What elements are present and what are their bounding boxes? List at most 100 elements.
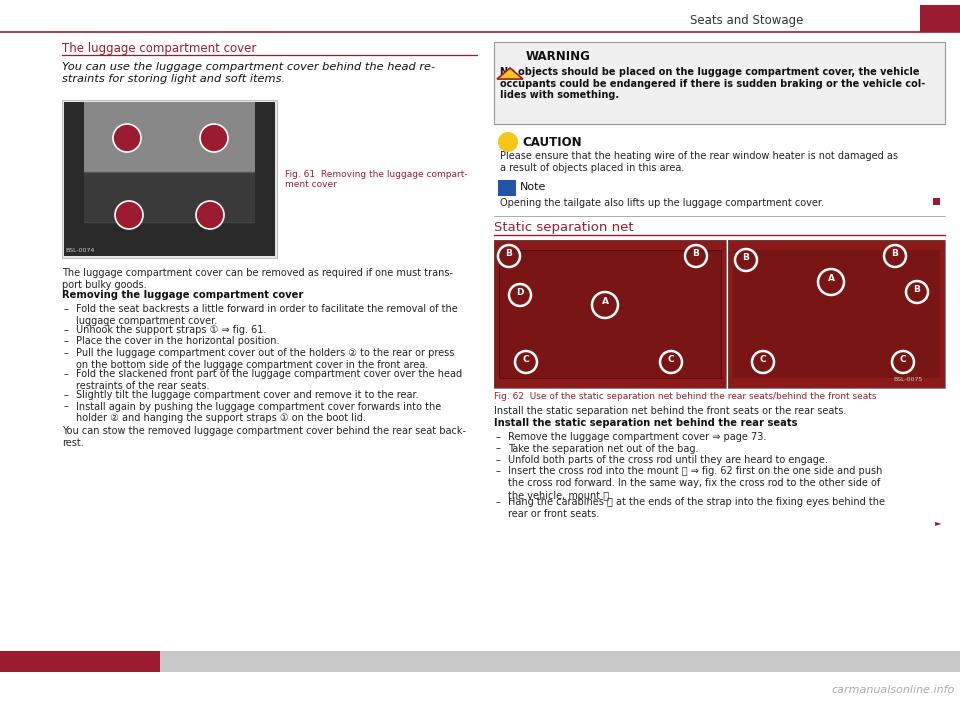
- Bar: [160, 651, 320, 672]
- Bar: [499, 250, 721, 378]
- Text: B: B: [506, 250, 513, 259]
- Bar: [920, 5, 960, 32]
- Text: Removing the luggage compartment cover: Removing the luggage compartment cover: [62, 290, 303, 300]
- Bar: [255, 102, 275, 256]
- Text: Hang the carabines Ⓒ at the ends of the strap into the fixing eyes behind the
re: Hang the carabines Ⓒ at the ends of the …: [508, 497, 885, 519]
- Text: –: –: [64, 401, 69, 411]
- Text: A: A: [828, 274, 834, 283]
- Text: B: B: [914, 285, 921, 295]
- Text: –: –: [496, 497, 501, 507]
- Text: B: B: [892, 250, 899, 259]
- Text: General Maintenance: General Maintenance: [512, 656, 609, 665]
- Text: Using the system: Using the system: [36, 656, 124, 665]
- Text: –: –: [496, 455, 501, 465]
- Circle shape: [200, 124, 228, 152]
- Text: Unhook the support straps ① ⇒ fig. 61.: Unhook the support straps ① ⇒ fig. 61.: [76, 325, 266, 335]
- Text: No objects should be placed on the luggage compartment cover, the vehicle
occupa: No objects should be placed on the lugga…: [500, 67, 925, 101]
- Bar: [64, 102, 275, 172]
- Bar: [64, 102, 275, 256]
- Text: A: A: [602, 297, 609, 307]
- Text: CAUTION: CAUTION: [522, 136, 582, 149]
- Text: –: –: [64, 337, 69, 347]
- Text: Fold the slackened front part of the luggage compartment cover over the head
res: Fold the slackened front part of the lug…: [76, 369, 462, 391]
- Text: –: –: [64, 390, 69, 400]
- Bar: [640, 651, 800, 672]
- Text: Fold the seat backrests a little forward in order to facilitate the removal of t: Fold the seat backrests a little forward…: [76, 304, 458, 325]
- Circle shape: [498, 132, 518, 152]
- Circle shape: [196, 201, 224, 229]
- Text: 2: 2: [125, 209, 133, 222]
- Bar: [62, 100, 277, 258]
- Text: C: C: [522, 356, 529, 364]
- Text: Place the cover in the horizontal position.: Place the cover in the horizontal positi…: [76, 337, 279, 347]
- Bar: [933, 198, 940, 205]
- Text: Opening the tailgate also lifts up the luggage compartment cover.: Opening the tailgate also lifts up the l…: [500, 198, 824, 208]
- Text: carmanualsonline.info: carmanualsonline.info: [831, 685, 955, 695]
- Text: Unfold both parts of the cross rod until they are heard to engage.: Unfold both parts of the cross rod until…: [508, 455, 828, 465]
- Bar: [728, 240, 945, 388]
- Bar: [494, 42, 945, 124]
- Bar: [494, 240, 726, 388]
- Text: You can use the luggage compartment cover behind the head re-
straints for stori: You can use the luggage compartment cove…: [62, 62, 435, 84]
- Text: –: –: [496, 444, 501, 453]
- Circle shape: [113, 124, 141, 152]
- Bar: [480, 651, 639, 672]
- Text: Install the static separation net behind the rear seats: Install the static separation net behind…: [494, 418, 798, 428]
- Text: Take the separation net out of the bag.: Take the separation net out of the bag.: [508, 444, 699, 453]
- Text: Driving Tips: Driving Tips: [373, 656, 427, 665]
- Text: –: –: [64, 325, 69, 335]
- Text: You can stow the removed luggage compartment cover behind the rear seat back-
re: You can stow the removed luggage compart…: [62, 427, 466, 448]
- Bar: [728, 240, 945, 388]
- Text: 1: 1: [123, 132, 132, 145]
- Text: 1: 1: [209, 132, 218, 145]
- Text: –: –: [496, 432, 501, 442]
- Text: WARNING: WARNING: [526, 50, 590, 63]
- Text: Note: Note: [520, 182, 546, 192]
- Bar: [64, 222, 275, 256]
- Text: BSL-0074: BSL-0074: [65, 248, 94, 253]
- Text: Safety: Safety: [226, 656, 254, 665]
- Text: Install again by pushing the luggage compartment cover forwards into the
holder : Install again by pushing the luggage com…: [76, 401, 442, 423]
- Text: Install the static separation net behind the front seats or the rear seats.: Install the static separation net behind…: [494, 406, 847, 416]
- Text: Fig. 61  Removing the luggage compart-
ment cover: Fig. 61 Removing the luggage compart- me…: [285, 170, 468, 189]
- Bar: [64, 102, 84, 256]
- Text: i: i: [505, 182, 509, 195]
- Text: Static separation net: Static separation net: [494, 221, 634, 234]
- Text: Breakdown assistance: Breakdown assistance: [670, 656, 770, 665]
- Bar: [499, 250, 721, 378]
- Bar: [498, 180, 516, 196]
- Text: –: –: [64, 304, 69, 314]
- Bar: [494, 240, 726, 388]
- Text: C: C: [900, 356, 906, 364]
- Text: Technical data: Technical data: [848, 656, 913, 665]
- Circle shape: [115, 201, 143, 229]
- Text: BSL-0075: BSL-0075: [893, 377, 923, 382]
- Text: Slightly tilt the luggage compartment cover and remove it to the rear.: Slightly tilt the luggage compartment co…: [76, 390, 419, 400]
- Text: !: !: [508, 70, 513, 80]
- Text: Remove the luggage compartment cover ⇒ page 73.: Remove the luggage compartment cover ⇒ p…: [508, 432, 766, 442]
- Text: The luggage compartment cover: The luggage compartment cover: [62, 42, 256, 55]
- Text: Seats and Stowage: Seats and Stowage: [690, 14, 804, 27]
- Bar: [64, 172, 275, 222]
- Text: D: D: [516, 288, 524, 297]
- Text: Pull the luggage compartment cover out of the holders ② to the rear or press
on : Pull the luggage compartment cover out o…: [76, 348, 454, 370]
- Text: B: B: [743, 253, 750, 262]
- Bar: [0, 651, 159, 672]
- Text: 2: 2: [205, 209, 214, 222]
- Text: Please ensure that the heating wire of the rear window heater is not damaged as
: Please ensure that the heating wire of t…: [500, 151, 898, 173]
- Text: ►: ►: [934, 518, 941, 527]
- Text: The luggage compartment cover can be removed as required if one must trans-
port: The luggage compartment cover can be rem…: [62, 268, 453, 290]
- Bar: [320, 651, 479, 672]
- Text: Insert the cross rod into the mount Ⓑ ⇒ fig. 62 first on the one side and push
t: Insert the cross rod into the mount Ⓑ ⇒ …: [508, 467, 882, 500]
- Text: C: C: [668, 356, 674, 364]
- Text: –: –: [64, 369, 69, 379]
- Bar: [733, 250, 940, 378]
- Polygon shape: [497, 68, 523, 79]
- Text: B: B: [692, 250, 700, 259]
- Text: Fig. 62  Use of the static separation net behind the rear seats/behind the front: Fig. 62 Use of the static separation net…: [494, 392, 876, 401]
- Text: !: !: [505, 136, 511, 146]
- Text: –: –: [64, 348, 69, 358]
- Text: C: C: [759, 356, 766, 364]
- Text: –: –: [496, 467, 501, 477]
- Bar: [800, 651, 959, 672]
